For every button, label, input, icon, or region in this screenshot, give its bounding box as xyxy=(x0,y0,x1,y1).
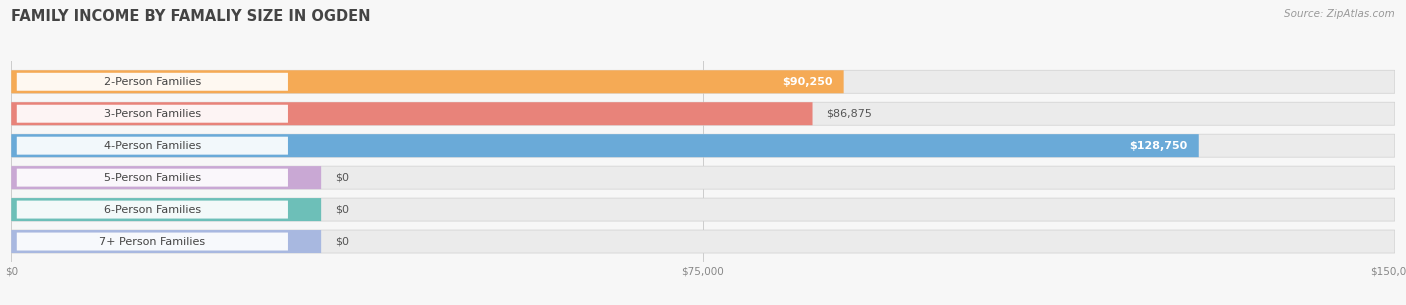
Text: 6-Person Families: 6-Person Families xyxy=(104,205,201,215)
Text: 4-Person Families: 4-Person Families xyxy=(104,141,201,151)
Text: $90,250: $90,250 xyxy=(782,77,832,87)
Text: 2-Person Families: 2-Person Families xyxy=(104,77,201,87)
FancyBboxPatch shape xyxy=(11,166,321,189)
FancyBboxPatch shape xyxy=(11,230,1395,253)
FancyBboxPatch shape xyxy=(17,232,288,250)
FancyBboxPatch shape xyxy=(11,134,1199,157)
FancyBboxPatch shape xyxy=(11,102,1395,125)
Text: $128,750: $128,750 xyxy=(1129,141,1188,151)
FancyBboxPatch shape xyxy=(11,102,813,125)
FancyBboxPatch shape xyxy=(17,105,288,123)
Text: Source: ZipAtlas.com: Source: ZipAtlas.com xyxy=(1284,9,1395,19)
FancyBboxPatch shape xyxy=(11,198,1395,221)
Text: $0: $0 xyxy=(335,205,349,215)
FancyBboxPatch shape xyxy=(17,73,288,91)
FancyBboxPatch shape xyxy=(17,137,288,155)
FancyBboxPatch shape xyxy=(11,70,1395,93)
FancyBboxPatch shape xyxy=(11,70,844,93)
FancyBboxPatch shape xyxy=(11,198,321,221)
Text: FAMILY INCOME BY FAMALIY SIZE IN OGDEN: FAMILY INCOME BY FAMALIY SIZE IN OGDEN xyxy=(11,9,371,24)
Text: $0: $0 xyxy=(335,237,349,246)
FancyBboxPatch shape xyxy=(17,169,288,187)
FancyBboxPatch shape xyxy=(11,166,1395,189)
FancyBboxPatch shape xyxy=(11,134,1395,157)
FancyBboxPatch shape xyxy=(11,230,321,253)
Text: 3-Person Families: 3-Person Families xyxy=(104,109,201,119)
Text: 5-Person Families: 5-Person Families xyxy=(104,173,201,183)
Text: $0: $0 xyxy=(335,173,349,183)
Text: 7+ Person Families: 7+ Person Families xyxy=(100,237,205,246)
Text: $86,875: $86,875 xyxy=(827,109,872,119)
FancyBboxPatch shape xyxy=(17,201,288,219)
